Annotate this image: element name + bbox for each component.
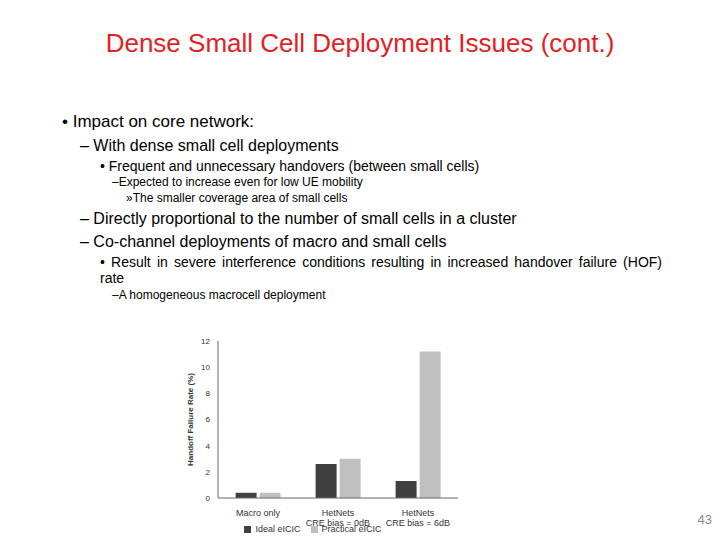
svg-text:HetNetsCRE bias = 6dB: HetNetsCRE bias = 6dB [386,508,450,528]
svg-text:Macro only: Macro only [236,508,281,518]
svg-text:0: 0 [206,494,211,503]
svg-text:HetNetsCRE bias = 0dB: HetNetsCRE bias = 0dB [306,508,370,528]
svg-text:12: 12 [201,337,210,346]
svg-text:6: 6 [206,415,211,424]
svg-text:4: 4 [206,442,211,451]
svg-text:Handoff Failure Rate (%): Handoff Failure Rate (%) [186,373,195,466]
svg-text:8: 8 [206,389,211,398]
svg-text:2: 2 [206,468,211,477]
svg-text:10: 10 [201,363,210,372]
